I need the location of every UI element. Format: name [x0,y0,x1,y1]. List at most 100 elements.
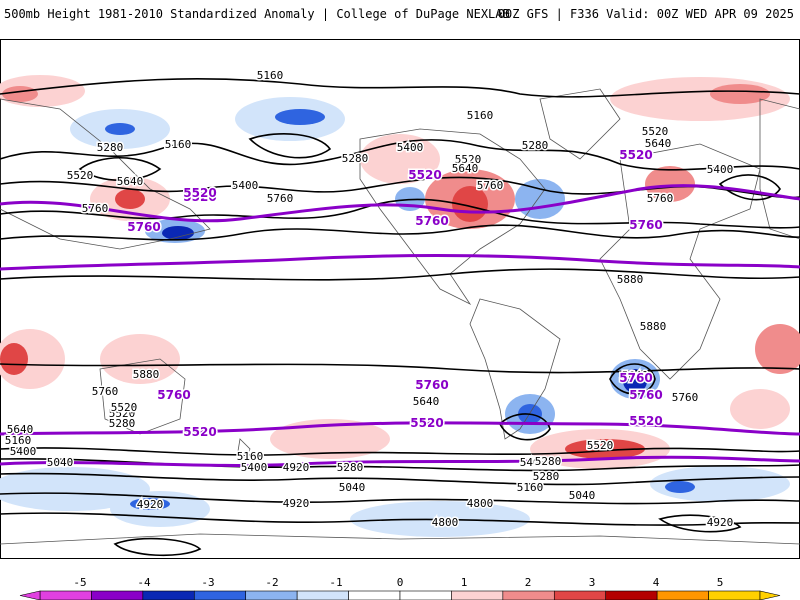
colorbar-segment-9 [451,590,504,600]
anomaly-pos-17 [270,419,390,459]
contour-label-42: 5640 [7,423,34,436]
anomaly-neg-4 [275,109,325,125]
highlight-label-8: 5760 [157,388,190,402]
colorbar-tick-2: -4 [137,576,151,589]
colorbar-segment-12 [605,590,658,600]
highlight-label-2: 5520 [408,168,441,182]
contour-label-3: 5160 [467,109,494,122]
colorbar-segment-14 [708,590,761,600]
height-contour-17 [658,514,742,533]
highlight-contour-4 [0,455,800,467]
anomaly-neg-10 [623,369,647,393]
height-contour-2 [0,139,800,171]
anomaly-pos-9 [710,84,770,104]
contour-label-33: 5280 [337,461,364,474]
contour-label-44: 5640 [413,395,440,408]
highlight-label-14: 5520 [629,414,662,428]
highlight-label-3: 5520 [619,148,652,162]
contour-label-48: 5760 [672,391,699,404]
antarctica-outline [0,533,800,545]
contour-label-10: 5520 [67,169,94,182]
contour-label-4: 5280 [97,141,124,154]
contour-label-12: 5520 [642,125,669,138]
colorbar-tick-8: 2 [525,576,532,589]
contour-label-6: 5280 [522,139,549,152]
colorbar-segment-7 [348,590,401,600]
colorbar-high-arrow [759,590,781,600]
contour-label-36: 5400 [520,456,547,469]
asia-outline [0,98,211,250]
height-contour-10 [0,472,800,486]
contour-labels: 5160516051605280528052805400540054005520… [3,68,735,531]
contour-label-14: 5640 [452,162,479,175]
anomaly-pos-4 [115,189,145,209]
contour-label-31: 5400 [241,461,268,474]
contour-label-21: 5880 [640,320,667,333]
highlight-contours [0,184,800,467]
contour-label-28: 4800 [432,516,459,529]
anomaly-neg-18 [665,481,695,493]
colorbar-tick-7: 1 [461,576,468,589]
model-run-info: 00Z GFS | F336 Valid: 00Z WED APR 09 202… [497,7,794,21]
highlight-label-11: 5760 [619,371,652,385]
contour-label-2: 5160 [165,138,192,151]
height-contour-18 [718,174,781,201]
contour-label-32: 5160 [237,450,264,463]
anomaly-pos-16 [755,324,800,374]
height-contour-14 [248,133,332,159]
colorbar-tick-4: -2 [265,576,278,589]
south-america-outline [469,298,561,440]
contour-label-11: 5520 [455,153,482,166]
contour-label-20: 5880 [617,273,644,286]
colorbar-tick-5: -1 [329,576,342,589]
height-contour-15 [609,363,656,395]
contour-label-7: 5400 [232,179,259,192]
contour-label-30: 4920 [283,461,310,474]
map-title: 500mb Height 1981-2010 Standardized Anom… [4,7,510,21]
contour-label-45: 5520 [111,401,138,414]
anomaly-shading [0,75,800,537]
colorbar-tick-3: -3 [201,576,214,589]
contour-label-9: 5400 [707,163,734,176]
anomaly-neg-6 [162,226,194,240]
contour-label-43: 5400 [10,445,37,458]
contour-label-17: 5760 [267,192,294,205]
colorbar-segment-5 [245,590,298,600]
height-contour-12 [0,512,800,526]
highlight-label-9: 5760 [415,378,448,392]
anomaly-pos-13 [100,334,180,384]
anomaly-pos-12 [0,343,28,375]
contour-label-18: 5760 [647,192,674,205]
height-contour-5 [0,224,800,241]
anomaly-map: 5160 5160 5160 5280 5280 5280 5400 5400 5400 5520… [0,39,800,559]
highlight-label-7: 5760 [629,218,662,232]
height-contour-7 [0,363,800,374]
highlight-label-13: 5520 [410,416,443,430]
contour-label-37: 5280 [533,470,560,483]
height-contour-4 [0,198,800,229]
colorbar-segment-6 [296,590,349,600]
height-contour-1 [0,78,800,98]
colorbar-low-arrow [19,590,41,600]
contour-label-13: 5640 [117,175,144,188]
height-contour-13 [78,156,162,182]
colorbar-tick-9: 3 [589,576,596,589]
contour-label-5: 5280 [342,152,369,165]
anomaly-neg-17 [650,466,790,502]
highlight-contour-2 [0,253,800,271]
highlight-label-1: 5520 [183,190,216,204]
anomaly-pos-10 [645,166,695,202]
anomaly-pos-15 [565,439,645,459]
colorbar-tick-10: 4 [653,576,660,589]
contour-label-16: 5760 [82,202,109,215]
continent-outlines [0,88,800,545]
anomaly-pos-2 [2,86,38,102]
highlight-label-6: 5760 [415,214,448,228]
colorbar-tick-11: 5 [717,576,724,589]
contour-label-49: 5640 [622,369,649,382]
contour-label-24: 5280 [109,417,136,430]
height-contour-11 [0,492,800,505]
contour-label-1: 5160 [257,69,284,82]
contour-label-15: 5640 [645,137,672,150]
colorbar-segment-3 [142,590,195,600]
